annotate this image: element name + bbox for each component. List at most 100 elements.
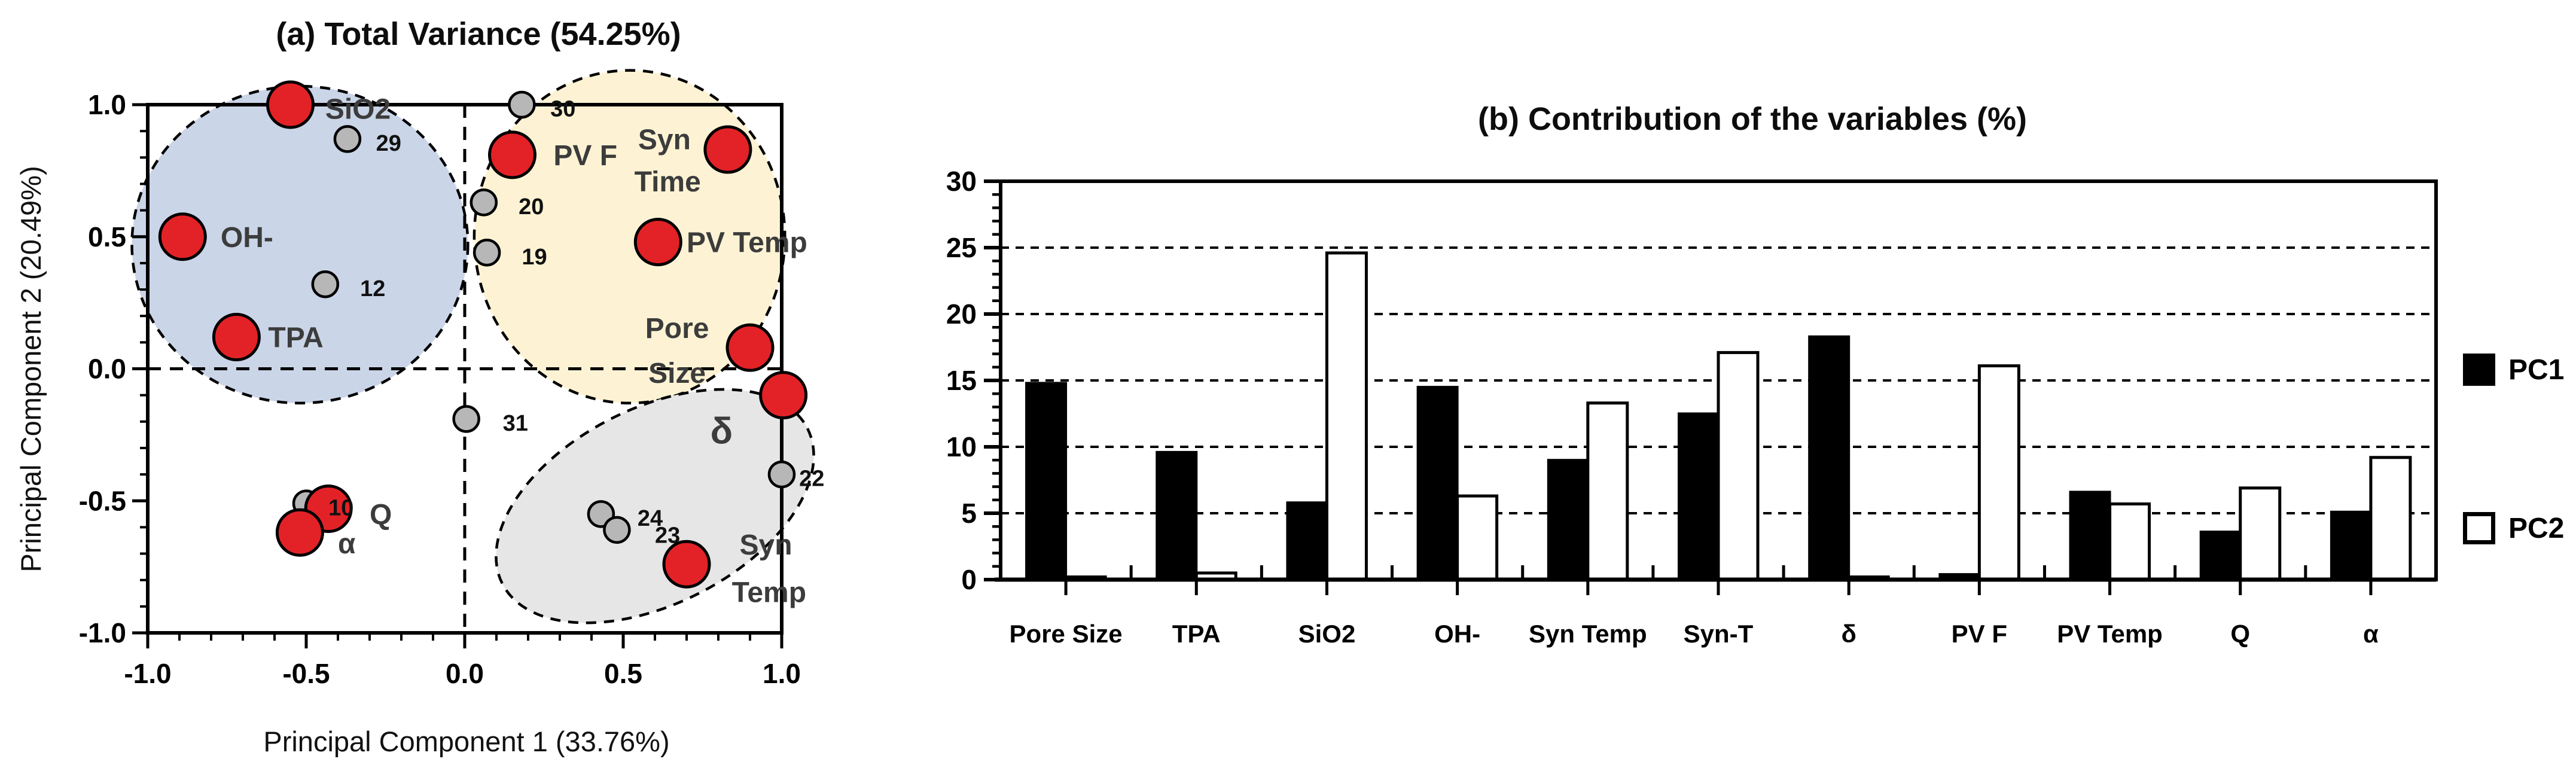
bar-pc2-SiO2: [1325, 251, 1368, 581]
y-tick-label: -1.0: [79, 617, 126, 648]
variable-label-delta: δ: [710, 411, 733, 452]
b-y-tick-label: 15: [946, 365, 977, 396]
variable-point-SiO2: [266, 80, 315, 129]
variable-label-SiO2: SiO2: [325, 94, 391, 126]
sample-label-19: 19: [522, 245, 547, 270]
bar-pc2-OH-: [1456, 494, 1499, 581]
legend-pc2-label: PC2: [2508, 512, 2565, 544]
bar-pc1-OH-: [1416, 386, 1459, 581]
sample-label-20: 20: [519, 194, 544, 220]
b-y-tick-label: 25: [946, 232, 977, 263]
bar-pc1-α: [2330, 510, 2372, 581]
variable-label-PV Temp: PV Temp: [687, 227, 807, 259]
bar-chart: 0 5 10 15 20 25 30 Pore Size TPA SiO2 OH- Syn Temp S…: [946, 166, 2438, 648]
bar-pc1-Syn Temp: [1547, 459, 1589, 581]
group-blue-ellipse: [130, 84, 470, 405]
bar-pc2-α: [2369, 456, 2412, 581]
pc2-swatch-icon: [2463, 512, 2495, 544]
variable-label-Pore Size: Size: [648, 358, 706, 389]
bar-pc2-PV F: [1977, 364, 2020, 581]
sample-point-19: [472, 238, 501, 267]
variable-point-TPA: [212, 313, 261, 362]
variable-label-Syn Time: Syn: [638, 124, 691, 156]
x-tick-label: 0.0: [446, 658, 484, 689]
bar-pc1-TPA: [1156, 450, 1198, 581]
sample-label-31: 31: [503, 411, 528, 436]
sample-point-22: [767, 460, 796, 489]
variable-point-alpha: [275, 508, 324, 557]
sample-point-31: [452, 405, 480, 433]
b-category-label-PV Temp: PV Temp: [2057, 620, 2163, 648]
variable-label-Syn Time: Time: [635, 166, 701, 198]
y-tick-label: 0.0: [88, 354, 126, 385]
legend-pc1-label: PC1: [2508, 354, 2565, 386]
legend-item-pc2: PC2: [2463, 510, 2564, 546]
x-tick-label: -1.0: [124, 658, 171, 689]
bar-pc2-Syn Temp: [1586, 401, 1629, 581]
y-tick-label: 0.5: [88, 221, 126, 252]
variable-label-PV F: PV F: [553, 140, 617, 172]
b-y-tick-label: 30: [946, 166, 977, 197]
b-category-label-TPA: TPA: [1172, 620, 1221, 648]
variable-point-OH-: [158, 212, 207, 261]
b-category-label-α: α: [2363, 620, 2379, 648]
bar-pc1-PV Temp: [2069, 490, 2111, 581]
variable-point-delta: [759, 371, 808, 420]
sample-point-30: [508, 90, 536, 119]
bar-pc1-δ: [1808, 335, 1851, 581]
x-tick-label: -0.5: [282, 658, 330, 689]
variable-point-Syn Time: [703, 125, 752, 174]
sample-point-23: [603, 516, 631, 544]
variable-label-Syn Temp: Temp: [732, 577, 806, 609]
pca-yaxis-label: Principal Component 2 (20.49%): [15, 166, 47, 572]
bar-pc2-Q: [2239, 486, 2282, 581]
bar-pc1-Pore Size: [1025, 382, 1068, 581]
y-tick-label: -0.5: [79, 485, 126, 516]
bar-title: (b) Contribution of the variables (%): [1478, 101, 2027, 137]
sample-label-22: 22: [799, 467, 824, 492]
sample-label-23: 23: [655, 523, 680, 549]
sample-label-24: 24: [638, 506, 663, 531]
variable-point-Syn Temp: [662, 540, 711, 589]
b-category-label-δ: δ: [1841, 620, 1856, 648]
b-y-tick-label: 5: [961, 498, 977, 529]
b-category-label-Q: Q: [2230, 620, 2250, 648]
y-tick-label: 1.0: [88, 89, 126, 120]
bar-pc2-Syn-T: [1717, 351, 1760, 581]
b-category-label-PV F: PV F: [1952, 620, 2007, 648]
variable-point-PV F: [488, 130, 536, 179]
pca-title: (a) Total Variance (54.25%): [276, 16, 681, 52]
b-category-label-Pore Size: Pore Size: [1010, 620, 1123, 648]
sample-point-20: [470, 188, 498, 217]
b-y-tick-label: 20: [946, 298, 977, 330]
variable-label-Q: Q: [370, 499, 392, 531]
sample-label-29: 29: [376, 131, 401, 156]
b-y-tick-label: 0: [961, 564, 977, 595]
bar-pc1-SiO2: [1286, 501, 1328, 581]
sample-label-30: 30: [550, 97, 575, 122]
variable-label-TPA: TPA: [268, 322, 323, 354]
bar-pc1-Q: [2199, 531, 2242, 581]
variable-point-PV Temp: [633, 218, 682, 267]
variable-point-Pore Size: [725, 323, 775, 372]
legend-item-pc1: PC1: [2463, 352, 2564, 388]
variable-label-OH-: OH-: [221, 222, 273, 254]
sample-point-12: [311, 270, 340, 298]
x-tick-label: 0.5: [604, 658, 642, 689]
sample-label-12: 12: [360, 276, 385, 301]
b-category-label-SiO2: SiO2: [1298, 620, 1356, 648]
bar-pc1-Syn-T: [1678, 412, 1720, 581]
pc1-swatch-icon: [2463, 354, 2495, 386]
bar-legend: PC1 PC2: [2463, 352, 2564, 669]
pca-xaxis-label: Principal Component 1 (33.76%): [263, 726, 670, 757]
b-category-label-Syn Temp: Syn Temp: [1529, 620, 1647, 648]
b-category-label-Syn-T: Syn-T: [1684, 620, 1754, 648]
bar-pc2-PV Temp: [2108, 502, 2151, 581]
b-y-tick-label: 10: [946, 431, 977, 462]
variable-label-Pore Size: Pore: [645, 313, 709, 345]
sample-label-10: 10: [328, 495, 353, 520]
x-tick-label: 1.0: [763, 658, 801, 689]
b-category-label-OH-: OH-: [1434, 620, 1480, 648]
